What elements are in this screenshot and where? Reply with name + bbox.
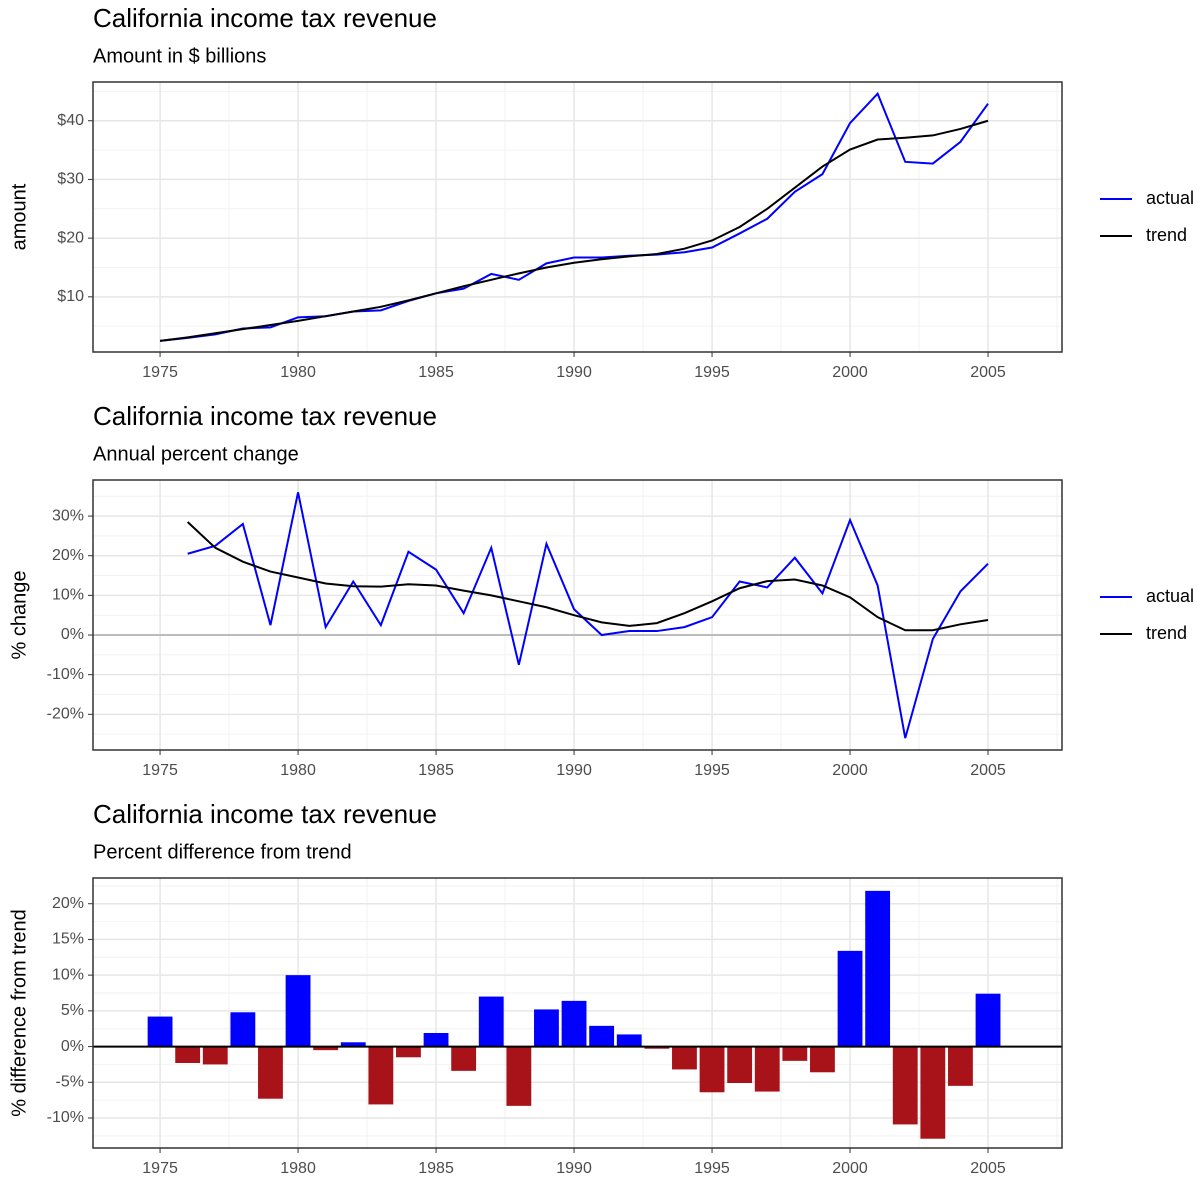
chart-title: California income tax revenue	[93, 799, 437, 829]
y-tick-label: $30	[57, 171, 84, 188]
y-tick-label: 0%	[61, 1038, 84, 1055]
bar	[147, 1016, 173, 1047]
y-tick-label: 30%	[52, 507, 84, 524]
x-tick-label: 2000	[832, 1160, 868, 1177]
bar	[948, 1046, 973, 1086]
y-tick-label: -10%	[47, 666, 84, 683]
bar	[837, 950, 863, 1047]
plot-border	[92, 81, 1063, 353]
y-tick-label: 20%	[52, 547, 84, 564]
y-axis-label: % difference from trend	[8, 909, 30, 1117]
bar	[892, 1046, 918, 1125]
legend-label: trend	[1146, 225, 1187, 245]
x-tick-label: 1975	[142, 762, 178, 779]
x-tick-label: 2005	[970, 762, 1006, 779]
bar	[975, 993, 1001, 1047]
plot-border	[92, 877, 1063, 1149]
x-tick-label: 1995	[694, 1160, 730, 1177]
y-tick-label: 0%	[61, 626, 84, 643]
y-tick-label: $10	[57, 288, 84, 305]
legend-label: actual	[1146, 586, 1194, 606]
data-line	[187, 492, 989, 739]
bar	[423, 1033, 449, 1047]
bar	[396, 1046, 421, 1058]
bar	[672, 1046, 697, 1070]
bar	[561, 1000, 587, 1047]
x-tick-label: 1980	[280, 1160, 316, 1177]
bar	[478, 996, 504, 1047]
data-line	[186, 521, 989, 632]
bar	[175, 1046, 201, 1063]
x-tick-label: 1975	[142, 1160, 178, 1177]
x-tick-label: 1990	[556, 1160, 592, 1177]
y-tick-label: -20%	[47, 706, 84, 723]
y-tick-label: 20%	[52, 895, 84, 912]
bar	[699, 1046, 725, 1093]
x-tick-label: 1980	[280, 364, 316, 381]
x-tick-label: 1980	[280, 762, 316, 779]
y-tick-label: $40	[57, 112, 84, 129]
x-tick-label: 2005	[970, 364, 1006, 381]
legend-label: trend	[1146, 623, 1187, 643]
legend-label: actual	[1146, 188, 1194, 208]
x-tick-label: 1990	[556, 762, 592, 779]
bar	[534, 1009, 559, 1047]
y-tick-label: 5%	[61, 1002, 84, 1019]
y-tick-label: 15%	[52, 931, 84, 948]
bar	[340, 1042, 366, 1047]
x-tick-label: 1985	[418, 364, 454, 381]
chart-subtitle: Percent difference from trend	[93, 841, 352, 863]
y-tick-label: -5%	[56, 1074, 84, 1091]
chart-title: California income tax revenue	[93, 401, 437, 431]
y-tick-label: $20	[57, 229, 84, 246]
x-tick-label: 1975	[142, 364, 178, 381]
y-tick-label: 10%	[52, 966, 84, 983]
x-tick-label: 2000	[832, 762, 868, 779]
x-tick-label: 1990	[556, 364, 592, 381]
bar	[810, 1046, 835, 1073]
bar	[865, 890, 891, 1047]
bar	[920, 1046, 946, 1139]
chart-subtitle: Annual percent change	[93, 443, 299, 465]
x-tick-label: 1985	[418, 1160, 454, 1177]
x-tick-label: 1995	[694, 364, 730, 381]
data-line	[159, 91, 989, 342]
bar	[506, 1046, 532, 1106]
bar	[368, 1046, 394, 1105]
x-tick-label: 1995	[694, 762, 730, 779]
bar	[230, 1012, 256, 1047]
chart-title: California income tax revenue	[93, 3, 437, 33]
bar	[616, 1034, 642, 1047]
plot-border	[92, 479, 1063, 751]
x-tick-label: 2000	[832, 364, 868, 381]
data-line	[159, 119, 989, 342]
bar	[202, 1046, 228, 1065]
y-tick-label: 10%	[52, 587, 84, 604]
chart-subtitle: Amount in $ billions	[93, 45, 266, 67]
y-axis-label: % change	[8, 571, 30, 660]
bar	[589, 1025, 615, 1047]
y-axis-label: amount	[8, 183, 30, 250]
bar	[727, 1046, 753, 1083]
bar	[782, 1046, 808, 1061]
y-tick-label: -10%	[47, 1109, 84, 1126]
bar	[285, 975, 311, 1047]
bar	[258, 1046, 283, 1099]
bar	[313, 1046, 339, 1051]
bar	[451, 1046, 477, 1071]
x-tick-label: 2005	[970, 1160, 1006, 1177]
bar	[644, 1046, 670, 1049]
x-tick-label: 1985	[418, 762, 454, 779]
bar	[754, 1046, 780, 1092]
